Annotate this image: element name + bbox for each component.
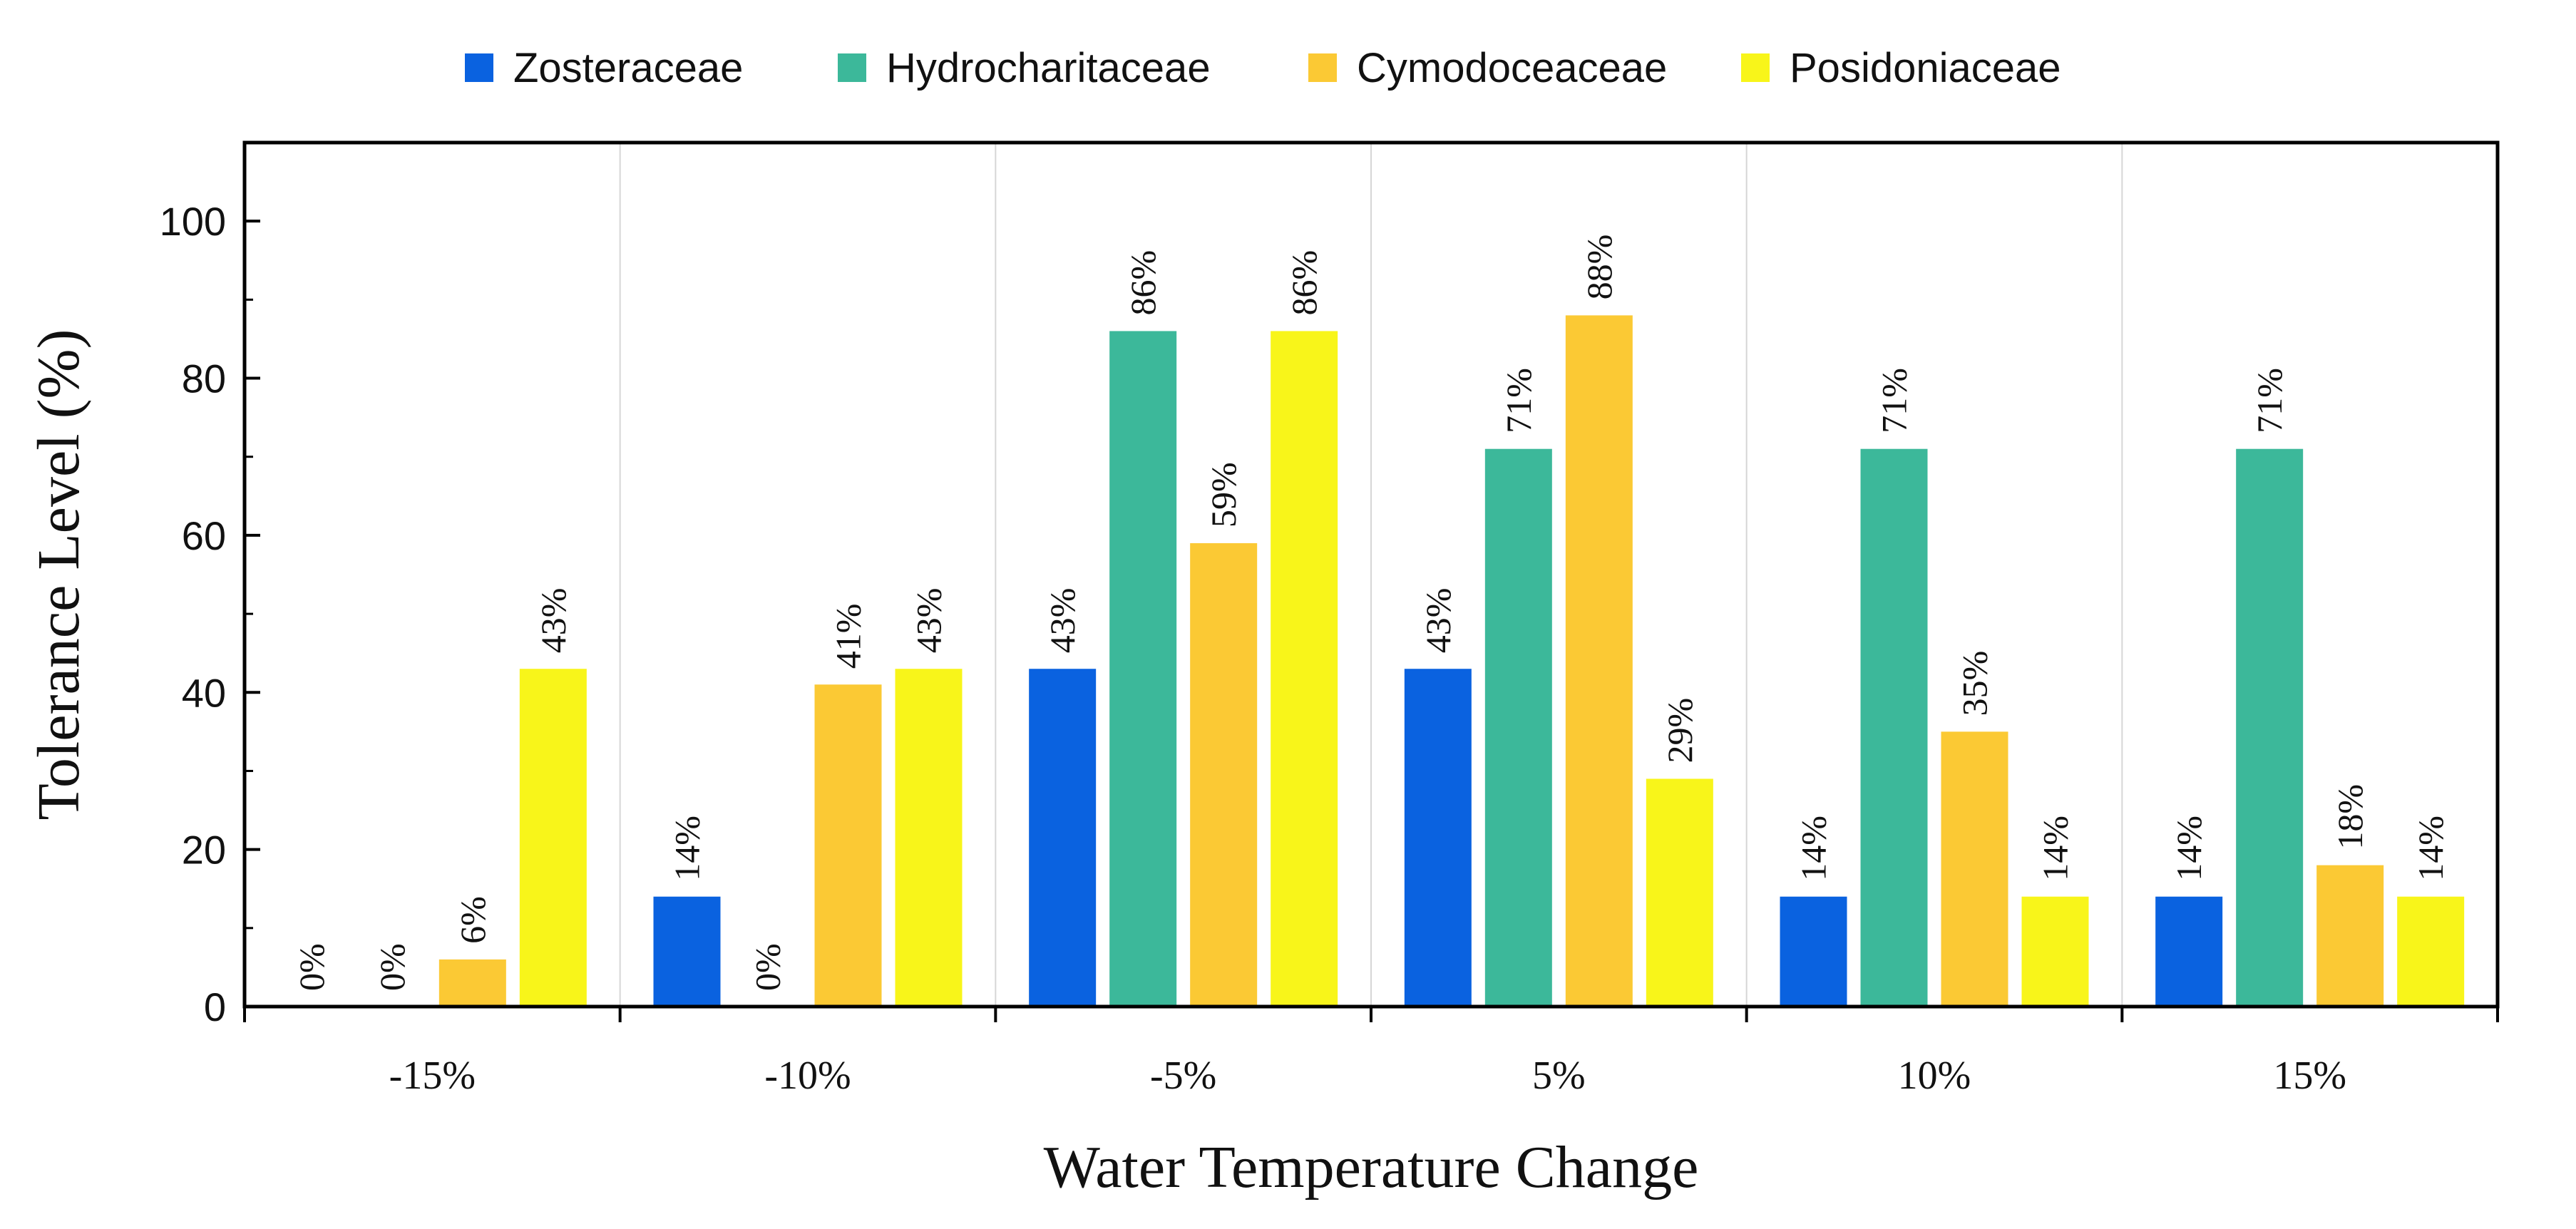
bar-posidoniaceae-1 xyxy=(519,669,587,1007)
bar-posidoniaceae-5 xyxy=(2021,896,2089,1007)
legend-label-posidoniaceae: Posidoniaceae xyxy=(1790,45,2061,91)
bar-label: 71% xyxy=(1499,368,1539,433)
bar-label: 0% xyxy=(372,943,412,991)
bar-posidoniaceae-2 xyxy=(895,669,963,1007)
bar-zosteraceae-6 xyxy=(2155,896,2223,1007)
bar-zosteraceae-3 xyxy=(1029,669,1097,1007)
bar-cymodoceaceae-5 xyxy=(1941,731,2008,1007)
bar-label: 35% xyxy=(1955,651,1995,716)
legend-label-hydrocharitaceae: Hydrocharitaceae xyxy=(886,45,1211,91)
y-tick-label: 60 xyxy=(182,513,226,558)
bar-cymodoceaceae-3 xyxy=(1190,542,1258,1007)
bar-label: 71% xyxy=(1874,368,1914,433)
x-category-label: -5% xyxy=(1150,1054,1216,1098)
bar-label: 14% xyxy=(667,816,707,881)
bar-label: 71% xyxy=(2249,368,2289,433)
bar-label: 43% xyxy=(1042,588,1082,654)
bar-label: 41% xyxy=(828,604,868,669)
bar-label: 0% xyxy=(748,943,788,991)
legend-swatch-zosteraceae xyxy=(465,53,493,82)
bar-label: 14% xyxy=(2411,816,2451,881)
bars xyxy=(438,315,2465,1007)
y-tick-label: 0 xyxy=(204,984,226,1029)
y-axis: 0 20 40 60 80 100 xyxy=(160,199,260,1029)
bar-hydrocharitaceae-4 xyxy=(1484,448,1552,1007)
bar-label: 0% xyxy=(292,943,332,991)
y-tick-label: 100 xyxy=(160,199,226,244)
legend-swatch-cymodoceaceae xyxy=(1308,53,1337,82)
bar-cymodoceaceae-2 xyxy=(814,684,882,1007)
bar-label: 43% xyxy=(909,588,949,654)
x-axis: -15% -10% -5% 5% 10% 15% xyxy=(243,1007,2499,1098)
bar-label: 59% xyxy=(1204,462,1243,528)
bar-hydrocharitaceae-3 xyxy=(1109,331,1177,1007)
bar-posidoniaceae-4 xyxy=(1646,778,1713,1007)
bar-hydrocharitaceae-6 xyxy=(2236,448,2304,1007)
bar-label: 18% xyxy=(2330,784,2370,850)
x-category-label: -15% xyxy=(389,1054,476,1098)
bar-label: 43% xyxy=(1418,588,1458,654)
bar-label: 43% xyxy=(533,588,573,654)
x-category-label: -10% xyxy=(764,1054,851,1098)
bar-zosteraceae-2 xyxy=(653,896,721,1007)
y-tick-label: 40 xyxy=(182,670,226,715)
bar-zosteraceae-5 xyxy=(1780,896,1847,1007)
bar-label: 86% xyxy=(1284,250,1324,316)
bar-posidoniaceae-6 xyxy=(2397,896,2465,1007)
legend: Zosteraceae Hydrocharitaceae Cymodoceaceae… xyxy=(465,45,2061,91)
bar-label: 14% xyxy=(2036,816,2075,881)
bar-label: 29% xyxy=(1660,698,1700,763)
x-category-label: 15% xyxy=(2273,1054,2346,1098)
bar-cymodoceaceae-4 xyxy=(1565,315,1633,1007)
y-tick-label: 80 xyxy=(182,356,226,401)
x-axis-title: Water Temperature Change xyxy=(1044,1134,1699,1200)
bar-posidoniaceae-3 xyxy=(1271,331,1338,1007)
bar-label: 14% xyxy=(1794,816,1834,881)
bar-label: 88% xyxy=(1579,235,1619,300)
x-category-label: 10% xyxy=(1898,1054,1971,1098)
bar-labels: 0% 0% 6% 43% 14% 0% 41% 43% 43% 86% 59% 86% 43% 71% 88… xyxy=(292,235,2451,991)
bar-zosteraceae-4 xyxy=(1404,669,1472,1007)
y-axis-title: Tolerance Level (%) xyxy=(26,329,92,820)
bar-label: 86% xyxy=(1123,250,1163,316)
legend-label-zosteraceae: Zosteraceae xyxy=(513,45,743,91)
bar-cymodoceaceae-6 xyxy=(2316,865,2384,1007)
bar-label: 14% xyxy=(2169,816,2209,881)
x-category-label: 5% xyxy=(1532,1054,1586,1098)
legend-swatch-posidoniaceae xyxy=(1741,53,1770,82)
bar-cymodoceaceae-1 xyxy=(438,959,506,1007)
legend-swatch-hydrocharitaceae xyxy=(838,53,866,82)
bar-label: 6% xyxy=(453,896,493,944)
legend-label-cymodoceaceae: Cymodoceaceae xyxy=(1357,45,1667,91)
group-separators xyxy=(619,143,2123,1007)
bar-hydrocharitaceae-5 xyxy=(1860,448,1928,1007)
y-tick-label: 20 xyxy=(182,828,226,873)
